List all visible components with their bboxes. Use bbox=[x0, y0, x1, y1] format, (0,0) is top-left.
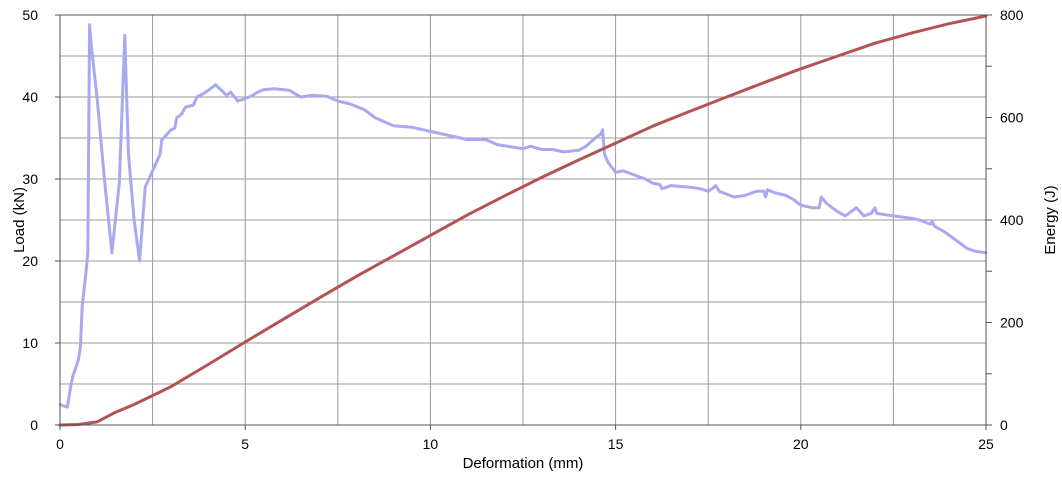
x-tick-label: 25 bbox=[978, 436, 994, 452]
y-right-tick-label: 600 bbox=[1000, 110, 1024, 126]
y-axis-right-label: Energy (J) bbox=[1042, 185, 1059, 254]
x-tick-label: 15 bbox=[608, 436, 624, 452]
x-tick-label: 10 bbox=[423, 436, 439, 452]
x-axis-label: Deformation (mm) bbox=[463, 455, 584, 472]
y-left-tick-label: 40 bbox=[22, 89, 38, 105]
grid bbox=[60, 15, 986, 425]
x-tick-label: 0 bbox=[56, 436, 64, 452]
y-right-tick-label: 800 bbox=[1000, 7, 1024, 23]
y-left-tick-label: 20 bbox=[22, 253, 38, 269]
x-tick-label: 20 bbox=[793, 436, 809, 452]
y-right-tick-label: 400 bbox=[1000, 212, 1024, 228]
tick-labels: 0 10 20 30 40 50 0 200 400 600 800 0 5 10 15 20 25 bbox=[22, 7, 1023, 452]
y-left-tick-label: 50 bbox=[22, 7, 38, 23]
y-right-tick-label: 0 bbox=[1000, 417, 1008, 433]
series-group bbox=[58, 14, 988, 427]
energy-series-line bbox=[58, 14, 988, 427]
load-series-line bbox=[58, 23, 988, 409]
y-left-tick-label: 10 bbox=[22, 335, 38, 351]
y-left-tick-label: 30 bbox=[22, 171, 38, 187]
y-axis-left-label: Load (kN) bbox=[11, 187, 28, 253]
y-left-tick-label: 0 bbox=[30, 417, 38, 433]
x-tick-label: 5 bbox=[241, 436, 249, 452]
y-right-tick-label: 200 bbox=[1000, 315, 1024, 331]
